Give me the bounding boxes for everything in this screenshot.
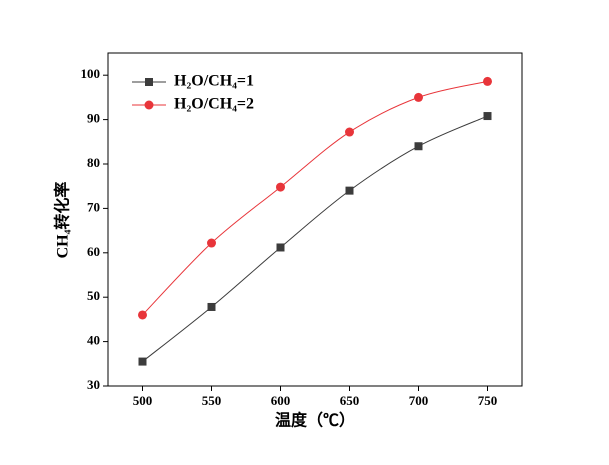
legend-label: H₂O/CH₄=2 [174, 96, 254, 113]
y-tick-label: 40 [87, 333, 100, 348]
series-line [142, 80, 488, 316]
y-tick-label: 100 [81, 66, 101, 81]
marker [345, 186, 354, 195]
series-line [142, 115, 488, 362]
marker [207, 302, 216, 311]
x-tick-label: 500 [133, 393, 153, 408]
y-tick-label: 70 [87, 199, 100, 214]
marker [207, 238, 216, 248]
marker [483, 112, 492, 121]
marker [483, 76, 492, 86]
marker [345, 127, 354, 137]
x-tick-label: 600 [271, 393, 291, 408]
plot-frame [107, 52, 523, 387]
y-tick-label: 80 [87, 155, 100, 170]
y-tick-label: 30 [87, 377, 100, 392]
y-tick-label: 60 [87, 244, 100, 259]
marker [414, 92, 423, 102]
marker [276, 182, 285, 192]
legend-label: H₂O/CH₄=1 [174, 73, 254, 90]
marker [138, 357, 147, 366]
marker [138, 310, 147, 320]
y-axis-label: CH₄转化率 [53, 182, 72, 259]
x-tick-label: 700 [409, 393, 429, 408]
marker [276, 243, 285, 252]
y-tick-label: 50 [87, 288, 100, 303]
x-tick-label: 550 [202, 393, 222, 408]
marker [145, 78, 153, 86]
x-axis-label: 温度（℃） [274, 411, 355, 430]
marker [414, 142, 423, 151]
x-tick-label: 650 [340, 393, 360, 408]
x-tick-label: 750 [478, 393, 498, 408]
marker [144, 100, 154, 110]
y-tick-label: 90 [87, 111, 100, 126]
